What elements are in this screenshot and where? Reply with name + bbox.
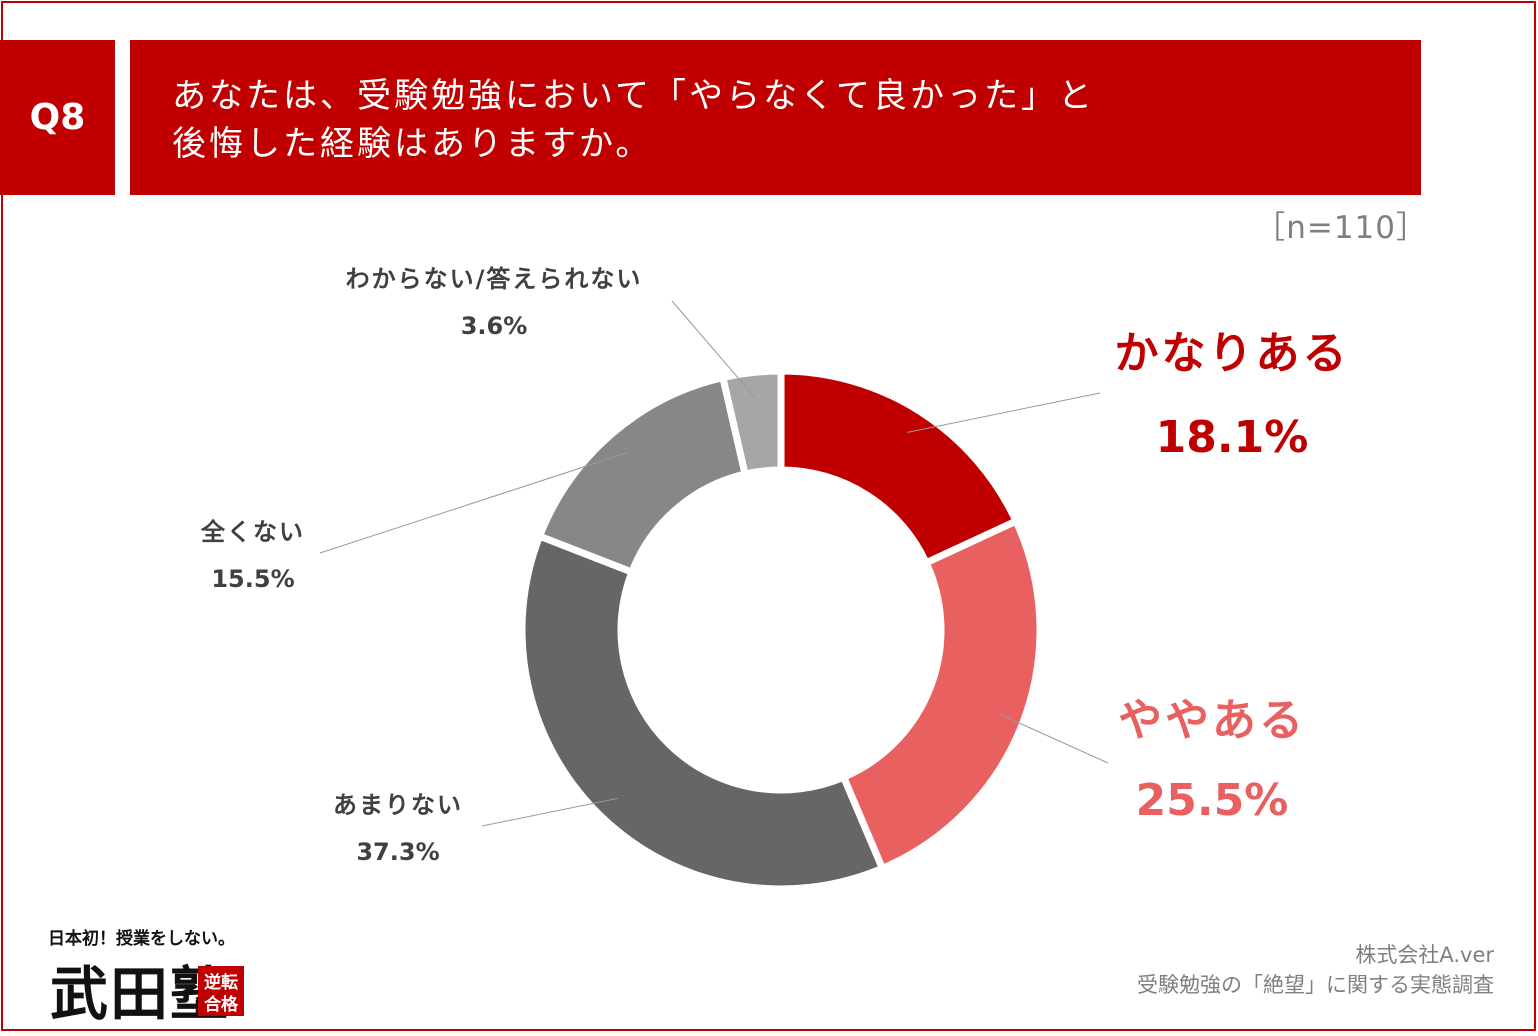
value-label: 15.5% xyxy=(211,565,294,593)
logo-tagline: 日本初！授業をしない。 xyxy=(48,929,235,949)
value-label: 37.3% xyxy=(356,838,439,866)
category-label: わからない/答えられない xyxy=(346,265,643,293)
leader-line xyxy=(999,713,1109,764)
category-label: かなりある xyxy=(1115,328,1350,379)
question-title: あなたは、受験勉強において「やらなくて良かった」と 後悔した経験はありますか。 xyxy=(130,40,1421,195)
source-company: 株式会社A.ver xyxy=(1355,943,1494,967)
slice-amari-nai xyxy=(518,531,887,893)
sample-size: ［n=110］ xyxy=(1254,210,1428,246)
question-number: Q8 xyxy=(0,40,115,195)
value-label: 25.5% xyxy=(1136,775,1289,826)
leader-line xyxy=(481,797,618,827)
source-survey: 受験勉強の「絶望」に関する実態調査 xyxy=(1137,973,1494,997)
svg-text:合格: 合格 xyxy=(204,994,239,1015)
category-label: あまりない xyxy=(333,791,463,819)
leader-line xyxy=(907,392,1101,433)
slice-wakaranai xyxy=(718,367,785,479)
takeda-juku-logo: 日本初！授業をしない。 武田塾 逆転 合格 xyxy=(48,924,258,1024)
slice-mattaku-nai xyxy=(535,373,750,577)
svg-text:逆転: 逆転 xyxy=(204,972,238,993)
question-title-line-2: 後悔した経験はありますか。 xyxy=(172,124,653,164)
logo-mark: 武田塾 逆転 合格 xyxy=(50,960,244,1024)
leader-line xyxy=(319,452,628,554)
slice-yaya-aru xyxy=(839,516,1044,873)
category-label: ややある xyxy=(1118,695,1306,746)
source-note: 株式会社A.ver 受験勉強の「絶望」に関する実態調査 xyxy=(1137,940,1494,1000)
question-title-line-1: あなたは、受験勉強において「やらなくて良かった」と xyxy=(172,76,1095,116)
leader-line xyxy=(671,300,755,398)
value-label: 3.6% xyxy=(461,312,528,340)
value-label: 18.1% xyxy=(1156,412,1309,463)
category-label: 全くない xyxy=(200,518,305,546)
